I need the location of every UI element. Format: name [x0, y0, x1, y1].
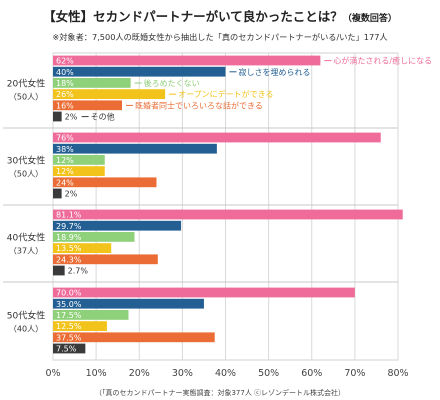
series-annotation-4: 既婚者同士でいろいろな話ができる	[135, 100, 263, 110]
data-label-3-0: 70.0%	[56, 289, 82, 298]
bar-1-2	[53, 155, 105, 165]
group-n-label-2: （37人）	[9, 247, 43, 256]
data-label-0-4: 16%	[56, 101, 74, 110]
data-label-2-5: 2.7%	[68, 267, 89, 276]
series-annotation-2: 後ろめたくない	[144, 78, 200, 88]
data-label-1-2: 12%	[56, 156, 74, 165]
bar-0-1	[53, 66, 226, 77]
x-tick-label-50: 50%	[258, 368, 279, 379]
bar-0-0	[53, 55, 321, 66]
bar-1-4	[53, 177, 157, 188]
chart-title-main: 【女性】セカンドパートナーがいて良かったことは？	[43, 9, 343, 24]
data-label-2-1: 29.7%	[56, 222, 82, 231]
data-label-1-0: 76%	[56, 134, 74, 143]
data-label-2-4: 24.3%	[56, 255, 82, 264]
bar-1-0	[53, 132, 381, 143]
x-tick-label-70: 70%	[344, 368, 365, 379]
group-label-0: 20代女性	[7, 78, 45, 90]
data-label-3-4: 37.5%	[56, 333, 82, 342]
chart-title-note: （複数回答）	[342, 14, 397, 24]
data-label-1-1: 38%	[56, 145, 74, 154]
group-label-3: 50代女性	[7, 310, 45, 322]
bar-0-3	[53, 89, 166, 99]
chart-title: 【女性】セカンドパートナーがいて良かったことは？（複数回答）	[0, 6, 440, 25]
bar-2-1	[53, 220, 182, 231]
bar-3-3	[53, 321, 107, 331]
x-tick-label-60: 60%	[301, 368, 322, 379]
x-tick-label-40: 40%	[215, 368, 236, 379]
data-label-2-0: 81.1%	[56, 211, 82, 220]
data-label-0-1: 40%	[56, 68, 74, 77]
x-tick-label-80: 80%	[387, 368, 408, 379]
bar-2-2	[53, 232, 135, 242]
data-label-3-1: 35.0%	[56, 300, 82, 309]
bar-2-5	[53, 265, 65, 276]
x-tick-label-0: 0%	[45, 368, 60, 379]
bar-0-4	[53, 100, 122, 111]
group-n-label-1: （50人）	[9, 170, 43, 179]
bar-1-1	[53, 143, 217, 154]
data-label-3-5: 7.5%	[56, 345, 77, 354]
bar-3-0	[53, 287, 355, 298]
data-label-0-5: 2%	[65, 113, 78, 122]
bar-1-5	[53, 188, 62, 199]
bar-0-2	[53, 78, 131, 88]
bar-2-3	[53, 243, 112, 253]
group-n-label-3: （40人）	[9, 325, 43, 334]
data-label-1-4: 24%	[56, 178, 74, 187]
bar-3-5	[53, 343, 86, 354]
bar-3-4	[53, 332, 215, 343]
series-annotation-0: 心が満たされる/癒しになる	[333, 56, 432, 66]
data-label-1-5: 2%	[65, 190, 78, 199]
series-annotation-5: その他	[91, 112, 115, 122]
bar-3-2	[53, 310, 129, 320]
bar-0-5	[53, 111, 62, 122]
bar-1-3	[53, 166, 105, 176]
x-tick-label-20: 20%	[129, 368, 150, 379]
bar-2-0	[53, 209, 403, 220]
series-annotation-1: 寂しさを埋められる	[239, 67, 311, 77]
data-label-0-0: 62%	[56, 57, 74, 66]
data-label-0-3: 26%	[56, 90, 74, 99]
data-label-2-3: 13.5%	[56, 244, 82, 253]
group-label-2: 40代女性	[7, 232, 45, 244]
chart-subtitle: ※対象者：7,500人の既婚女性から抽出した「真のセカンドパートナーがいる/いた…	[52, 32, 388, 42]
data-label-3-3: 12.5%	[56, 322, 82, 331]
data-label-0-2: 18%	[56, 79, 74, 88]
series-annotation-3: オープンにデートができる	[178, 89, 273, 99]
x-tick-label-10: 10%	[86, 368, 107, 379]
bar-3-1	[53, 298, 204, 309]
x-tick-label-30: 30%	[172, 368, 193, 379]
bar-2-4	[53, 254, 158, 265]
group-label-1: 30代女性	[7, 155, 45, 167]
source-note: （「真のセカンドパートナー実態調査：対象377人 ⓒレゾンデートル株式会社）	[94, 389, 346, 397]
data-label-1-3: 12%	[56, 167, 74, 176]
group-n-label-0: （50人）	[9, 93, 43, 102]
data-label-3-2: 17.5%	[56, 311, 82, 320]
data-label-2-2: 18.9%	[56, 233, 82, 242]
